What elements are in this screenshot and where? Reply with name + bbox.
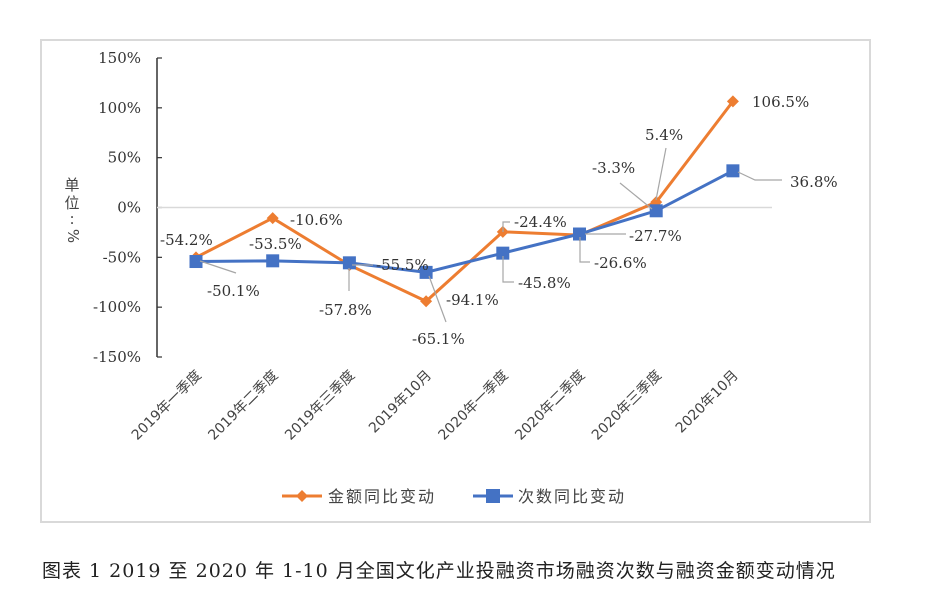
ylabel-char-3: : — [69, 210, 74, 228]
square-marker-icon — [573, 227, 586, 241]
data-labels: -54.2% -50.1% -10.6% -53.5% -55.5% -57.8% -94.… — [160, 93, 838, 348]
ylabel-char-1: 单 — [64, 176, 79, 194]
series-layer — [189, 95, 740, 308]
legend-count-label: 次数同比变动 — [518, 487, 626, 506]
legend-amount-label: 金额同比变动 — [328, 487, 436, 506]
x-category-label: 2019年三季度 — [282, 368, 358, 444]
data-label: -45.8% — [518, 274, 571, 292]
legend: 金额同比变动 次数同比变动 — [282, 487, 626, 506]
y-axis-title: 单 位 : % — [64, 176, 82, 243]
y-tick-label: -50% — [103, 248, 141, 266]
square-marker-icon — [649, 204, 663, 218]
data-label: -65.1% — [412, 330, 465, 348]
square-marker-icon — [496, 246, 510, 260]
count-series-line — [195, 169, 734, 274]
x-category-label: 2020年三季度 — [589, 368, 665, 444]
amount-series-line — [195, 100, 735, 304]
data-label: -27.7% — [629, 227, 682, 245]
diamond-marker-icon — [266, 212, 279, 225]
data-label: -24.4% — [514, 213, 567, 231]
diamond-marker-icon — [726, 95, 739, 108]
x-axis-labels: 2019年一季度 2019年二季度 2019年三季度 2019年10月 2020年一季度… — [129, 368, 742, 444]
x-category-label: 2020年二季度 — [512, 368, 588, 444]
x-category-label: 2019年一季度 — [129, 368, 205, 444]
data-label: -55.5% — [376, 256, 429, 274]
square-marker-icon — [419, 265, 433, 279]
ylabel-char-4: % — [64, 229, 82, 243]
ylabel-char-2: 位 — [64, 194, 79, 212]
data-label: -94.1% — [446, 291, 499, 309]
data-label: -10.6% — [290, 211, 343, 229]
data-label: -50.1% — [207, 282, 260, 300]
data-label: -54.2% — [160, 231, 213, 249]
y-tick-label: 0% — [117, 199, 141, 217]
data-label: -26.6% — [594, 254, 647, 272]
data-label: 36.8% — [790, 173, 838, 191]
diamond-marker-icon — [420, 295, 433, 308]
data-label: -57.8% — [319, 301, 372, 319]
x-category-label: 2020年10月 — [673, 368, 742, 437]
x-category-label: 2020年一季度 — [436, 368, 512, 444]
y-tick-label: 50% — [108, 149, 141, 167]
chart-frame — [40, 39, 871, 523]
square-marker-icon — [266, 254, 280, 268]
square-marker-icon — [726, 164, 740, 178]
data-label: 5.4% — [645, 126, 683, 144]
y-tick-label: -150% — [93, 348, 141, 366]
legend-square-icon — [486, 489, 500, 503]
y-tick-label: -100% — [93, 298, 141, 316]
y-tick-label: 100% — [98, 99, 141, 117]
data-label: 106.5% — [752, 93, 809, 111]
y-axis: 150% 100% 50% 0% -50% -100% -150% — [93, 49, 162, 366]
y-tick-label: 150% — [98, 49, 141, 67]
x-category-label: 2019年二季度 — [205, 368, 281, 444]
data-label: -3.3% — [592, 159, 635, 177]
x-category-label: 2019年10月 — [366, 368, 435, 437]
square-marker-icon — [342, 256, 356, 270]
legend-diamond-icon — [296, 490, 308, 502]
square-marker-icon — [189, 255, 203, 269]
data-label: -53.5% — [249, 235, 302, 253]
figure-caption: 图表 1 2019 至 2020 年 1-10 月全国文化产业投融资市场融资次数… — [42, 560, 836, 582]
